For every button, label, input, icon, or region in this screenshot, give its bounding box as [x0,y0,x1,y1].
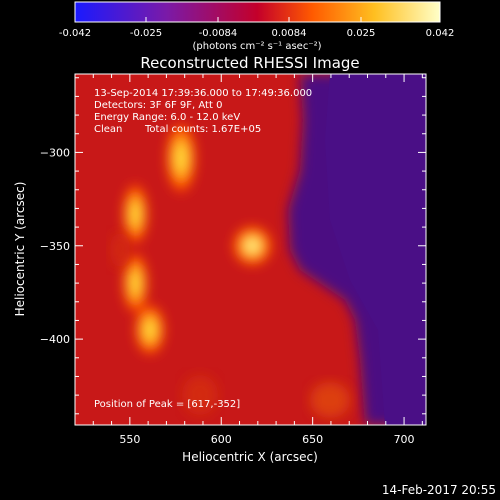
axis-ticks [75,74,426,425]
colorbar: -0.042 -0.025 -0.0084 0.0084 0.025 0.042… [59,1,455,52]
source-4 [135,305,165,355]
colorbar-tick-3: 0.0084 [272,28,307,39]
x-tick-700: 700 [394,433,415,446]
y-tick-400: −400 [40,333,70,346]
plot-frame [74,73,427,426]
y-axis-label: Heliocentric Y (arcsec) [13,182,27,317]
source-1 [166,124,196,192]
annotation-detectors: Detectors: 3F 6F 9F, Att 0 [94,100,222,111]
source-2 [123,184,148,244]
chart-title: Reconstructed RHESSI Image [140,54,359,72]
colorbar-gradient [74,1,441,23]
y-tick-350: −350 [40,240,70,253]
x-tick-600: 600 [211,433,232,446]
annotation-energy: Energy Range: 6.0 - 12.0 keV [94,112,240,123]
x-tick-550: 550 [119,433,140,446]
colorbar-tick-0: -0.042 [59,28,91,39]
annotation-peak-position: Position of Peak = [617,-352] [94,399,240,410]
colorbar-tick-5: 0.042 [426,28,455,39]
x-tick-650: 650 [302,433,323,446]
annotation-time-range: 13-Sep-2014 17:39:36.000 to 17:49:36.000 [94,88,312,99]
y-tick-300: −300 [40,146,70,159]
colorbar-units: (photons cm⁻² s⁻¹ asec⁻²) [192,41,321,52]
footer-date: 14-Feb-2017 20:55 [382,483,496,497]
annotation-total-counts: Total counts: 1.67E+05 [144,124,261,135]
source-0 [233,226,272,266]
heatmap-image [75,74,426,425]
colorbar-tick-2: -0.0084 [199,28,238,39]
x-axis-label: Heliocentric X (arcsec) [182,450,318,464]
colorbar-tick-1: -0.025 [130,28,162,39]
colorbar-tick-4: 0.025 [347,28,376,39]
source-3 [123,253,148,313]
annotation-clean: Clean [94,124,122,135]
